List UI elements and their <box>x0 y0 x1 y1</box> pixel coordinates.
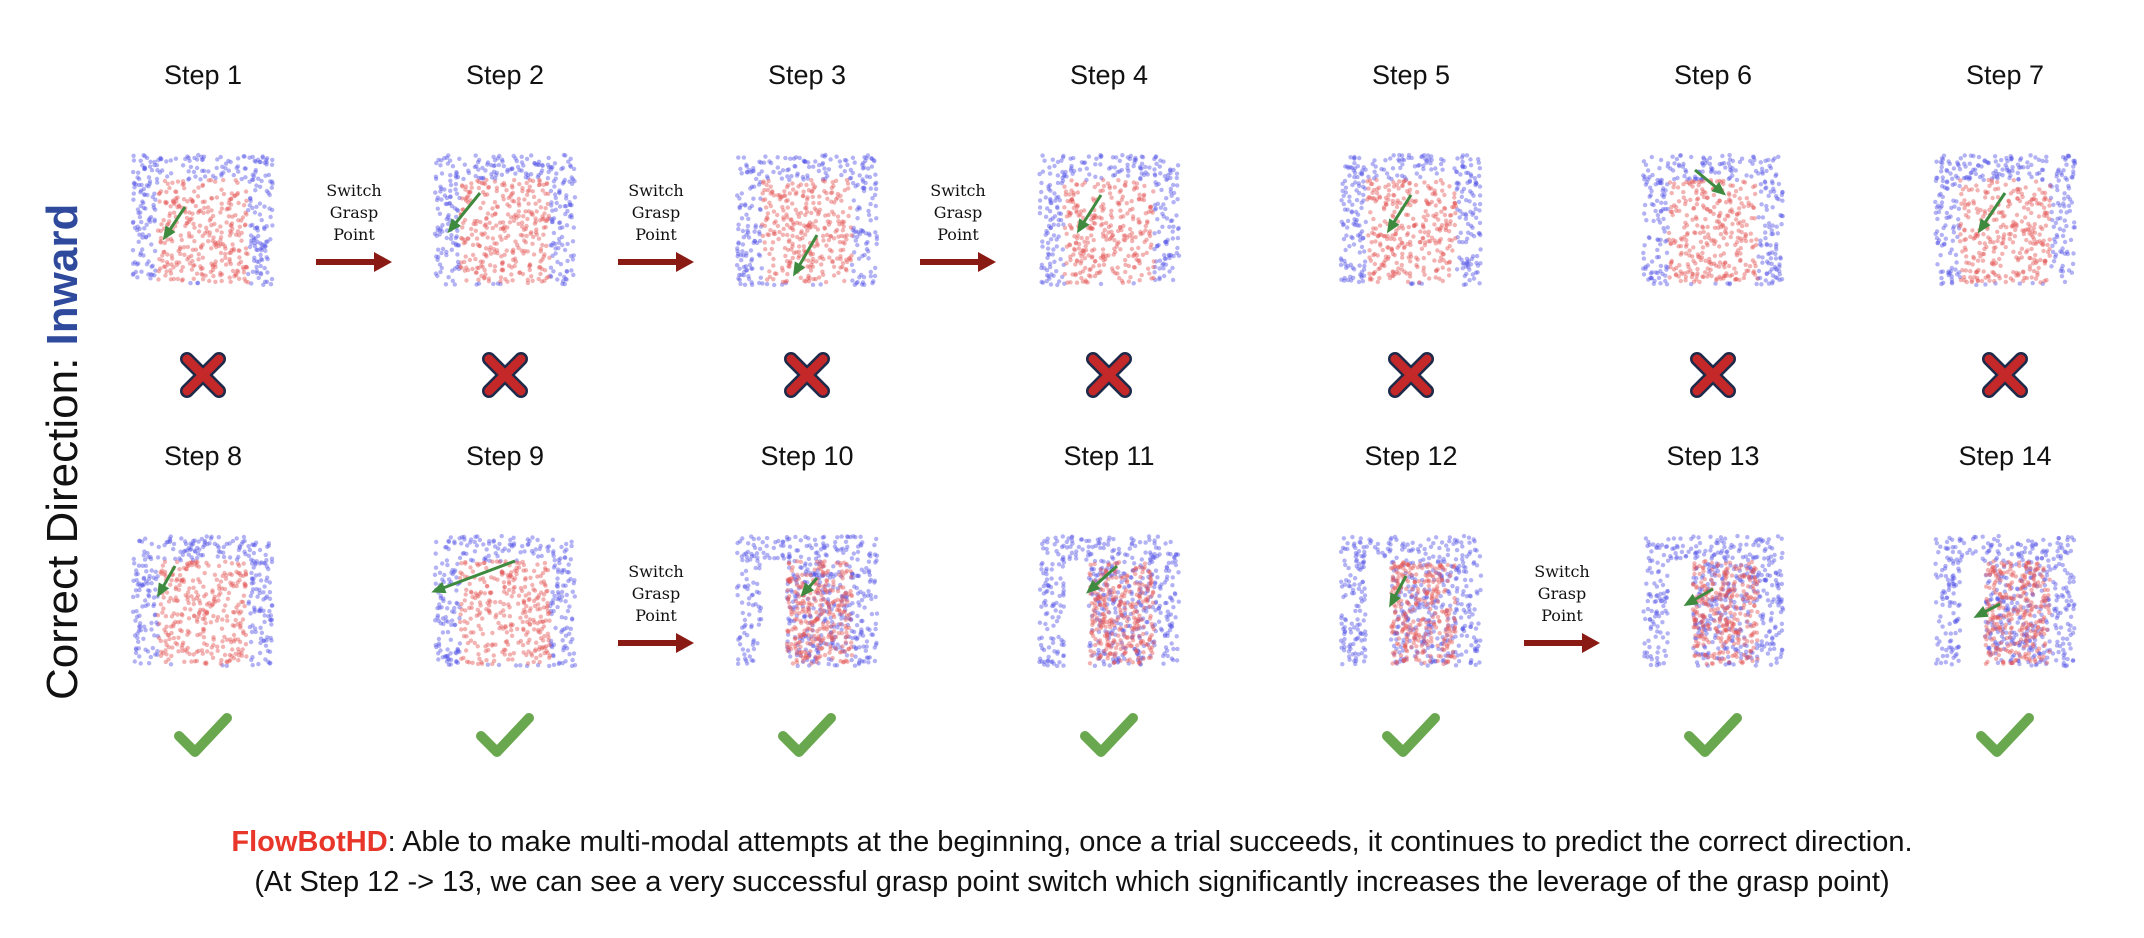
step-label: Step 6 <box>1673 60 1753 90</box>
switch-arrow-icon <box>920 252 996 272</box>
switch-text: Switch Grasp Point <box>930 181 986 244</box>
check-icon <box>1684 713 1742 757</box>
point-cloud-figure <box>1037 534 1181 669</box>
point-cloud-figure <box>431 533 578 669</box>
point-cloud <box>1641 152 1785 287</box>
cross-icon <box>1086 352 1132 398</box>
point-cloud-figure <box>130 152 275 287</box>
point-cloud <box>1037 153 1182 288</box>
point-cloud <box>432 152 578 287</box>
switch-grasp-point-2: Switch Grasp Point <box>586 180 726 274</box>
step-label: Step 10 <box>760 441 854 471</box>
step-label: Step 12 <box>1364 441 1458 471</box>
caption-line-1: FlowBotHD: Able to make multi-modal atte… <box>0 826 2144 859</box>
switch-grasp-point-12: Switch Grasp Point <box>1492 561 1632 655</box>
switch-text: Switch Grasp Point <box>628 562 684 625</box>
cross-icon <box>482 352 528 398</box>
cross-icon <box>1690 352 1736 398</box>
step-label: Step 11 <box>1063 441 1155 471</box>
cross-icon <box>1982 352 2028 398</box>
switch-grasp-point-3: Switch Grasp Point <box>888 180 1028 274</box>
point-cloud <box>1037 534 1181 669</box>
point-cloud <box>1641 533 1786 668</box>
switch-grasp-point-1: Switch Grasp Point <box>284 180 424 274</box>
step-label: Step 14 <box>1958 441 2052 471</box>
check-icon <box>1976 713 2034 757</box>
point-cloud <box>130 152 275 287</box>
step-label: Step 3 <box>767 60 847 90</box>
point-cloud-figure <box>1338 152 1483 287</box>
check-icon <box>1382 713 1440 757</box>
point-cloud-figure <box>1933 153 2078 288</box>
switch-text: Switch Grasp Point <box>628 181 684 244</box>
check-icon <box>1080 713 1138 757</box>
point-cloud-figure <box>734 534 880 669</box>
switch-arrow-icon <box>618 252 694 272</box>
cross-icon <box>784 352 830 398</box>
point-cloud-figure <box>1641 533 1786 668</box>
switch-text: Switch Grasp Point <box>326 181 382 244</box>
point-cloud-figure <box>130 534 275 668</box>
caption-line1-text: : Able to make multi-modal attempts at t… <box>387 826 1913 858</box>
point-cloud <box>431 533 578 669</box>
step-label: Step 1 <box>163 60 243 90</box>
switch-arrow-icon <box>316 252 392 272</box>
side-title-prefix: Correct Direction: <box>38 345 87 700</box>
point-cloud <box>1933 533 2077 669</box>
point-cloud-figure <box>734 152 880 288</box>
step-label: Step 8 <box>163 441 243 471</box>
step-label: Step 4 <box>1069 60 1149 90</box>
step-label: Step 9 <box>465 441 545 471</box>
step-label: Step 7 <box>1965 60 2045 90</box>
point-cloud <box>1933 153 2078 288</box>
check-icon <box>174 713 232 757</box>
switch-arrow-icon <box>1524 633 1600 653</box>
point-cloud-figure <box>432 152 578 287</box>
cross-icon <box>1388 352 1434 398</box>
caption-line-2: (At Step 12 -> 13, we can see a very suc… <box>254 866 1890 898</box>
point-cloud <box>1338 533 1484 668</box>
check-icon <box>476 713 534 757</box>
point-cloud-figure <box>1037 153 1182 288</box>
check-icon <box>778 713 836 757</box>
step-label: Step 2 <box>465 60 545 90</box>
step-label: Step 5 <box>1371 60 1451 90</box>
cross-icon <box>180 352 226 398</box>
point-cloud <box>1338 152 1483 287</box>
side-title-highlight: Inward <box>38 203 87 346</box>
point-cloud <box>130 534 275 668</box>
point-cloud-figure <box>1338 533 1484 668</box>
point-cloud-figure <box>1933 533 2077 669</box>
caption-brand: FlowBotHD <box>231 826 388 858</box>
switch-arrow-icon <box>618 633 694 653</box>
point-cloud <box>734 534 880 669</box>
switch-grasp-point-9: Switch Grasp Point <box>586 561 726 655</box>
point-cloud-figure <box>1641 152 1785 287</box>
step-label: Step 13 <box>1666 441 1760 471</box>
switch-text: Switch Grasp Point <box>1534 562 1590 625</box>
point-cloud <box>734 152 880 288</box>
